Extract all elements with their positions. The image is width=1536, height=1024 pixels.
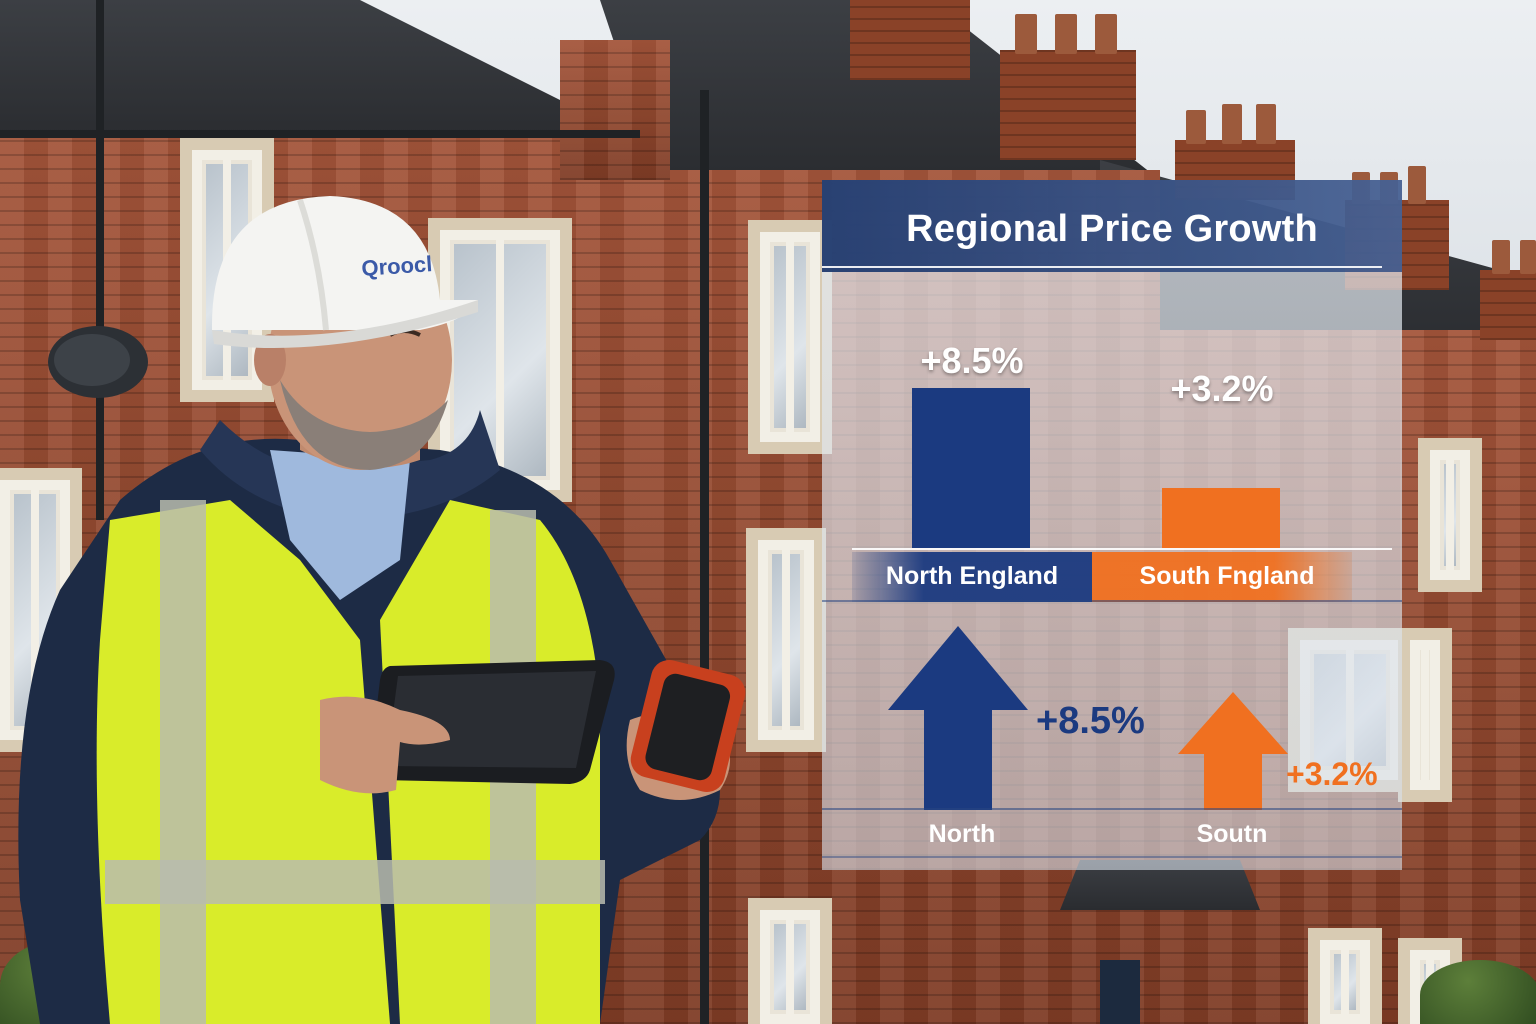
- left-hand: [320, 696, 450, 794]
- beard: [280, 380, 448, 470]
- satellite-dish-icon: [48, 326, 148, 398]
- chimney-pot: [1055, 14, 1077, 54]
- door: [1100, 960, 1140, 1024]
- chimney: [1480, 270, 1536, 340]
- chimney-pot: [1186, 110, 1206, 144]
- chimney-pot: [1015, 14, 1037, 54]
- south-england-label: South Fngland: [1139, 562, 1315, 590]
- window: [1320, 940, 1370, 1024]
- arrow-baseline: [822, 808, 1402, 810]
- chimney-pot: [1222, 104, 1242, 144]
- north-label-strip: [852, 552, 1092, 602]
- north-up-arrow-icon: [888, 626, 1028, 810]
- chimney-pot: [1256, 104, 1276, 144]
- gutter: [0, 130, 640, 138]
- south-england-bar: [1162, 488, 1280, 548]
- north-arrow-value: +8.5%: [1036, 700, 1145, 742]
- chimney-pot: [1408, 166, 1426, 204]
- hedge: [1420, 960, 1536, 1024]
- window: [760, 232, 820, 442]
- shirt: [270, 450, 410, 600]
- section-divider: [822, 600, 1402, 602]
- window: [758, 540, 814, 740]
- north-arrow-label: North: [928, 820, 996, 848]
- panel-header: [822, 180, 1402, 272]
- downpipe: [96, 0, 104, 520]
- window: [760, 910, 820, 1024]
- south-arrow-value: +3.2%: [1286, 756, 1378, 792]
- brick-gable: [560, 40, 670, 180]
- panel-bottom-rule: [822, 856, 1402, 858]
- chimney-pot: [1095, 14, 1117, 54]
- panel-title: Regional Price Growth: [906, 208, 1318, 250]
- chimney-pot: [1492, 240, 1510, 274]
- downpipe: [700, 90, 709, 1024]
- hard-hat: Qroocl: [211, 196, 478, 348]
- north-bar-value: +8.5%: [920, 340, 1024, 381]
- tablet-device: [369, 660, 615, 784]
- laser-measure-device: [630, 659, 746, 793]
- chimney-pot: [1520, 240, 1536, 274]
- chimney: [1000, 50, 1136, 160]
- chimney: [850, 0, 970, 80]
- north-england-label: North England: [885, 562, 1059, 590]
- reflective-strip: [105, 860, 605, 904]
- window: [1430, 450, 1470, 580]
- north-england-bar: [912, 388, 1030, 548]
- reflective-strip: [160, 500, 206, 1024]
- jacket-collar: [200, 410, 500, 520]
- window: [1410, 640, 1440, 790]
- south-bar-value: +3.2%: [1170, 368, 1274, 409]
- south-label-strip: [1092, 552, 1352, 602]
- south-arrow-label: Soutn: [1196, 820, 1268, 848]
- title-rule: [822, 266, 1382, 268]
- hard-hat-logo: Qroocl: [361, 251, 433, 281]
- surveyor-figure: Qroocl: [18, 196, 746, 1024]
- bar-baseline: [852, 548, 1392, 550]
- south-up-arrow-icon: [1178, 692, 1288, 810]
- regional-price-growth-panel: Regional Price Growth +8.5% +3.2% North …: [822, 180, 1402, 870]
